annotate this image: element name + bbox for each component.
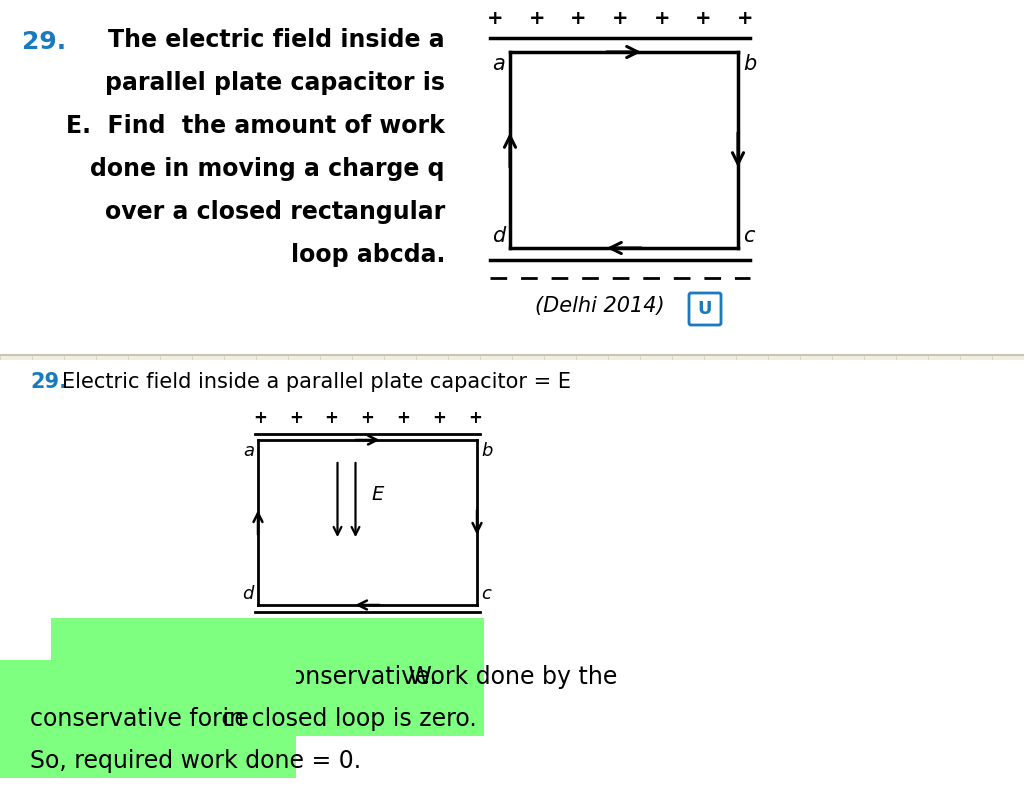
Text: 29.: 29. <box>22 30 67 54</box>
Text: over a closed rectangular: over a closed rectangular <box>104 200 445 224</box>
Text: +: + <box>360 409 375 427</box>
Text: (Delhi 2014): (Delhi 2014) <box>536 296 665 316</box>
Text: done in moving a charge q: done in moving a charge q <box>90 157 445 181</box>
FancyBboxPatch shape <box>689 293 721 325</box>
Text: +: + <box>468 409 482 427</box>
Text: +: + <box>653 9 670 27</box>
Text: loop abcda.: loop abcda. <box>291 243 445 267</box>
Text: +: + <box>695 9 712 27</box>
Text: +: + <box>253 409 267 427</box>
Text: E: E <box>372 485 384 505</box>
Text: +: + <box>570 9 587 27</box>
Text: a: a <box>243 442 254 460</box>
Text: So, required work done = 0.: So, required work done = 0. <box>30 749 361 773</box>
Text: +: + <box>396 409 411 427</box>
Text: parallel plate capacitor is: parallel plate capacitor is <box>105 71 445 95</box>
Text: Work done by the: Work done by the <box>401 665 617 689</box>
Text: U: U <box>697 300 713 318</box>
Text: d: d <box>492 226 505 246</box>
Text: +: + <box>611 9 629 27</box>
Text: +: + <box>736 9 754 27</box>
Text: b: b <box>481 442 493 460</box>
Text: The electric field inside a: The electric field inside a <box>109 28 445 52</box>
Text: b: b <box>743 54 757 74</box>
Text: +: + <box>486 9 503 27</box>
Text: a: a <box>493 54 505 74</box>
Text: electric field is conservative.: electric field is conservative. <box>98 665 437 689</box>
Text: conservative force: conservative force <box>30 707 249 731</box>
Text: c: c <box>743 226 755 246</box>
Text: +: + <box>528 9 545 27</box>
Text: 29.: 29. <box>30 372 67 392</box>
Text: Electric field inside a parallel plate capacitor = E: Electric field inside a parallel plate c… <box>62 372 571 392</box>
Text: +: + <box>432 409 446 427</box>
Text: in closed loop is zero.: in closed loop is zero. <box>215 707 477 731</box>
Text: d: d <box>243 585 254 603</box>
Text: +: + <box>325 409 339 427</box>
Text: E.  Find  the amount of work: E. Find the amount of work <box>67 114 445 138</box>
Bar <box>0 0 1024 355</box>
Text: +: + <box>289 409 303 427</box>
Bar <box>0 360 1024 806</box>
Text: c: c <box>481 585 490 603</box>
Text: Here,: Here, <box>30 665 101 689</box>
